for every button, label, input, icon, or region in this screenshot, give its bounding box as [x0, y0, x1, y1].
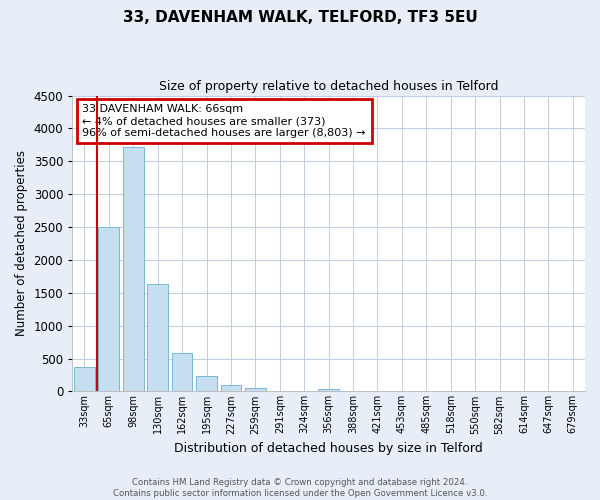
Text: Contains HM Land Registry data © Crown copyright and database right 2024.
Contai: Contains HM Land Registry data © Crown c…	[113, 478, 487, 498]
Text: 33, DAVENHAM WALK, TELFORD, TF3 5EU: 33, DAVENHAM WALK, TELFORD, TF3 5EU	[122, 10, 478, 25]
Text: 33 DAVENHAM WALK: 66sqm
← 4% of detached houses are smaller (373)
96% of semi-de: 33 DAVENHAM WALK: 66sqm ← 4% of detached…	[82, 104, 366, 138]
Bar	[318, 389, 339, 392]
Bar	[98, 227, 119, 392]
Title: Size of property relative to detached houses in Telford: Size of property relative to detached ho…	[159, 80, 499, 93]
Bar	[245, 388, 266, 392]
X-axis label: Distribution of detached houses by size in Telford: Distribution of detached houses by size …	[174, 442, 483, 455]
Bar	[172, 352, 193, 392]
Bar	[147, 284, 168, 392]
Bar	[196, 376, 217, 392]
Bar	[123, 147, 143, 392]
Bar	[221, 385, 241, 392]
Y-axis label: Number of detached properties: Number of detached properties	[15, 150, 28, 336]
Bar	[74, 366, 95, 392]
